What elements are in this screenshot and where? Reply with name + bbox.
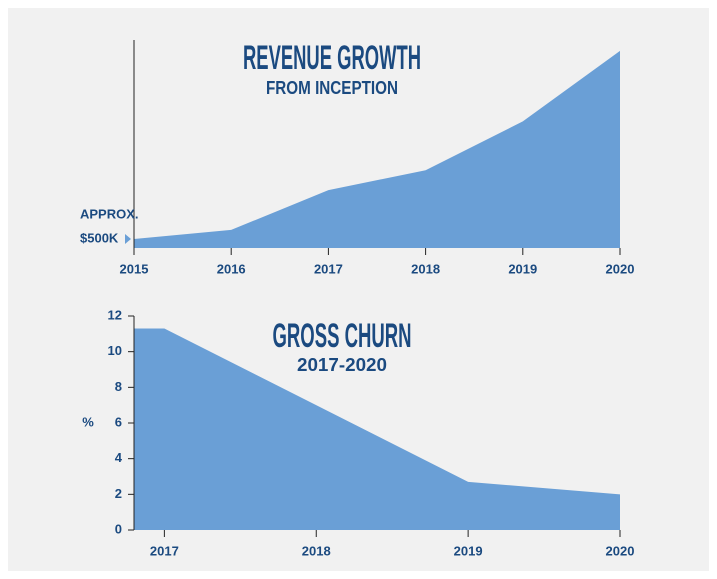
area: [134, 328, 620, 530]
annotation: $500K: [80, 230, 119, 245]
y-tick-label: 10: [108, 343, 122, 358]
y-tick-label: 12: [108, 307, 122, 322]
y-tick-label: 8: [115, 379, 122, 394]
y-tick-label: 4: [115, 450, 123, 465]
x-tick-label: 2015: [120, 261, 149, 276]
area: [134, 50, 620, 248]
chart-subtitle: 2017-2020: [297, 355, 387, 375]
x-tick-label: 2018: [411, 261, 440, 276]
x-tick-label: 2019: [508, 261, 537, 276]
y-axis-label: %: [82, 414, 94, 429]
chart-title: REVENUE GROWTH: [243, 39, 421, 77]
y-tick-label: 6: [115, 414, 122, 429]
chart-subtitle: FROM INCEPTION: [266, 78, 398, 98]
y-tick-label: 2: [115, 486, 122, 501]
x-tick-label: 2018: [302, 543, 331, 558]
x-tick-label: 2017: [314, 261, 343, 276]
annotation-arrow: [125, 233, 131, 244]
y-tick-label: 0: [115, 521, 122, 536]
x-tick-label: 2017: [150, 543, 179, 558]
x-tick-label: 2020: [606, 543, 635, 558]
x-tick-label: 2020: [606, 261, 635, 276]
annotation: APPROX.: [80, 206, 139, 221]
x-tick-label: 2016: [217, 261, 246, 276]
x-tick-label: 2019: [454, 543, 483, 558]
chart-title: GROSS CHURN: [273, 317, 412, 355]
